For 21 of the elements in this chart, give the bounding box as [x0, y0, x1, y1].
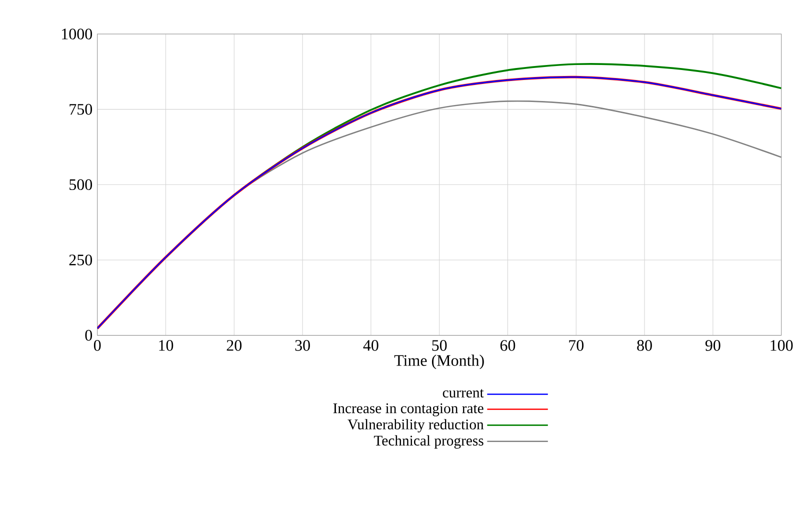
- x-tick-label: 20: [226, 340, 242, 351]
- x-tick-label: 0: [94, 340, 101, 351]
- y-tick-label: 750: [70, 104, 92, 115]
- x-tick-label: 50: [432, 340, 447, 351]
- x-tick-label: 70: [569, 340, 584, 351]
- y-tick-label: 250: [69, 254, 92, 266]
- legend-label: Increase in contagion rate: [333, 403, 484, 416]
- x-tick-label: 90: [705, 340, 720, 351]
- x-tick-label: 40: [363, 340, 378, 351]
- x-tick-label: 10: [159, 340, 174, 351]
- y-tick-label: 0: [85, 330, 92, 341]
- x-tick-label: 100: [770, 340, 793, 351]
- x-axis-title: Time (Month): [394, 354, 484, 370]
- legend-label: Technical progress: [374, 435, 484, 449]
- legend-label: current: [442, 389, 484, 398]
- y-tick-label: 1000: [62, 28, 92, 40]
- x-tick-label: 60: [500, 340, 516, 351]
- y-tick-label: 500: [70, 179, 92, 190]
- x-tick-label: 30: [295, 340, 310, 351]
- x-tick-label: 80: [637, 340, 652, 351]
- legend-label: Vulnerability reduction: [348, 419, 484, 432]
